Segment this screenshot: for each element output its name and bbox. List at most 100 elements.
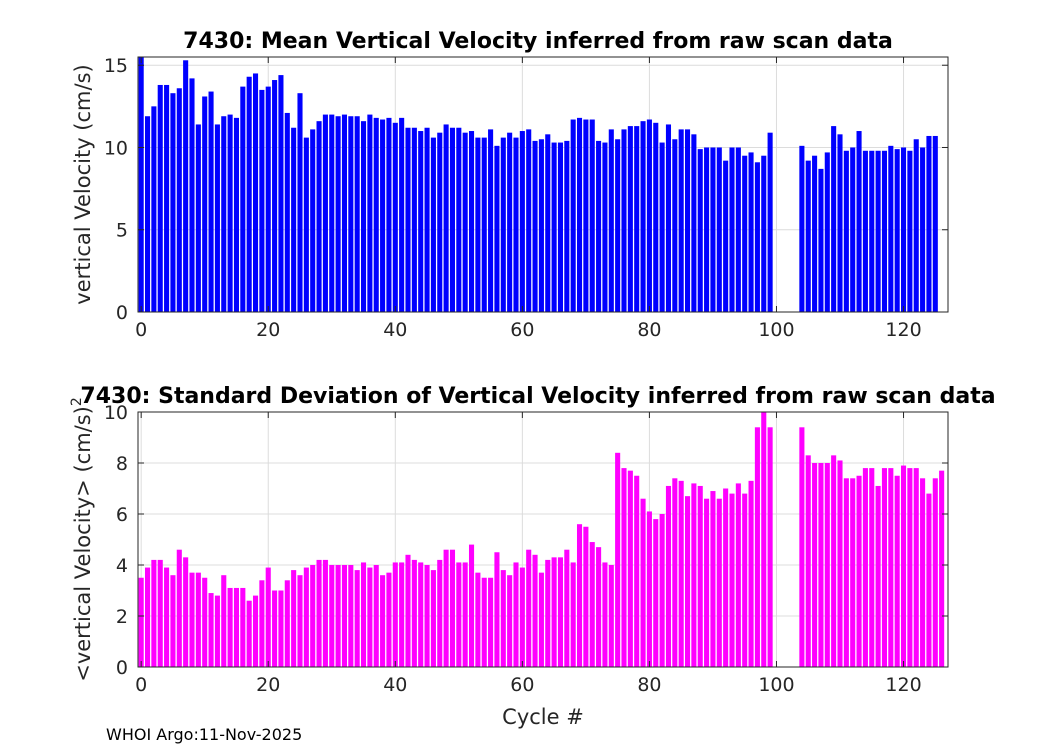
c0-bar [405,127,411,312]
c0-bar [665,124,672,312]
c0-bar [583,119,589,312]
c1-y-tick-label: 6 [116,504,128,526]
c1-bar [488,577,494,667]
c0-bar [214,124,220,312]
c1-bar [869,468,875,667]
c0-bar [373,117,379,312]
c1-bar [723,488,729,667]
c0-bar [354,116,360,313]
c1-bar [144,567,151,667]
c1-bar [602,562,608,667]
c0-bar [570,119,576,312]
c0-bar [170,93,176,313]
c0-bar [672,139,678,312]
c0-bar [627,126,633,312]
c1-bar [164,567,170,667]
c1-bar [322,559,328,667]
c1-bar [252,595,259,667]
c0-bar [557,142,564,312]
c0-bar [252,73,259,312]
c0-bar [424,127,430,312]
c1-bar [684,496,691,667]
c1-bar [767,427,773,667]
c1-bar [341,565,348,667]
c0-bar [456,127,462,312]
c0-bar [297,93,303,313]
c0-bar [754,162,760,312]
c0-bar [386,117,392,312]
c1-bar [805,455,811,667]
c0-bar [831,126,837,312]
c1-bar [653,519,659,667]
c1-bar [710,491,716,667]
c1-y-tick-label: 2 [116,606,128,628]
c1-bar [494,552,500,667]
c0-bar [659,142,665,312]
c1-bar [564,549,570,667]
c0-bar [240,86,246,312]
c0-bar [691,134,697,312]
c1-bar [265,567,271,667]
c0-bar [380,119,386,312]
c1-bar [500,570,506,667]
c1-bar [907,468,913,667]
c1-x-tick-label: 100 [758,674,794,696]
c0-bar [208,91,214,312]
c0-axes-frame [137,56,949,313]
c1-bar [881,468,888,667]
c0-bar [144,116,151,313]
c0-y-tick-label: 5 [116,220,128,242]
c1-bar [519,567,525,667]
c1-y-axis-label-superscript: 2 [69,397,85,406]
c0-y-axis-label-text: vertical Velocity (cm/s) [71,64,95,304]
c1-bar [316,559,322,667]
c0-bar [545,134,551,312]
c1-bar [449,549,456,667]
c1-bar [818,463,824,667]
c0-bar [138,57,144,312]
c0-bar [437,132,443,312]
c0-bar [856,131,862,312]
c1-bar [557,557,564,667]
c0-bar [157,84,163,312]
c0-bar [335,116,341,313]
c0-bar [818,168,824,312]
c0-bar [316,121,322,313]
c0-bar [551,142,557,312]
c1-bar [526,549,532,667]
c0-bar [748,152,754,312]
c0-bar [881,150,888,312]
c0-bar [449,127,456,312]
c0-bar [227,114,233,312]
c1-bar [214,595,220,667]
c0-bar [221,116,227,313]
c1-bar [208,593,214,667]
c0-bar [634,126,640,312]
c0-bar [291,127,297,312]
c0-bar [481,137,487,312]
c1-bar [894,475,900,667]
c1-bar [627,470,633,667]
c0-bar [812,155,818,312]
c1-bar [284,580,290,667]
c1-bar [920,478,926,667]
c0-y-tick-label: 0 [116,302,128,324]
c1-bar [157,559,163,667]
c0-bar [246,76,252,312]
c1-bar [176,549,182,667]
c1-bar [456,562,462,667]
c1-bar [138,577,144,667]
c0-bar [468,131,475,312]
c0-bar [704,147,710,312]
c1-bar [812,463,818,667]
c0-bar [646,119,652,312]
c0-bar [430,137,436,312]
c1-bar [291,570,297,667]
c1-bar [646,511,652,667]
c1-bar [576,524,583,667]
c0-bar [735,147,741,312]
c1-x-tick-label: 40 [383,674,407,696]
c0-bar [233,117,240,312]
c0-x-tick-label: 120 [885,319,921,341]
